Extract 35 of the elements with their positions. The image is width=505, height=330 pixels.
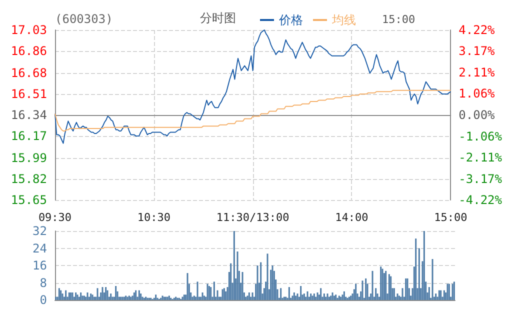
y-tick-label: 15.99	[10, 151, 47, 166]
y-tick-label: 0	[40, 293, 47, 307]
y2-tick-label: 0.00%	[458, 108, 496, 122]
chart-subtitle: 分时图	[200, 11, 236, 25]
y-tick-label: 16.34	[10, 108, 47, 122]
y-tick-label: 8	[40, 276, 47, 290]
line-series	[54, 30, 452, 144]
y-tick-label: 16.17	[10, 128, 47, 143]
y2-tick-label: 3.17%	[458, 44, 496, 58]
legend-label: 均线	[331, 13, 356, 27]
y-tick-label: 16.86	[10, 44, 47, 58]
legend-label: 价格	[278, 13, 303, 27]
y2-tick-label: 1.06%	[458, 86, 496, 101]
chart-title: (600303)	[55, 12, 113, 26]
y-tick-label: 16	[32, 258, 47, 272]
x-tick-label: 11:30/13:00	[216, 211, 290, 224]
y-tick-label: 16.68	[10, 66, 47, 80]
y2-tick-label: -4.22%	[458, 193, 503, 207]
y-tick-label: 16.51	[10, 87, 47, 102]
y-tick-label: 15.82	[10, 172, 47, 186]
x-tick-label: 14:00	[335, 211, 368, 224]
y2-tick-label: -1.06%	[458, 129, 503, 144]
line-series	[54, 90, 452, 132]
y2-tick-label: -2.11%	[458, 150, 503, 164]
x-tick-label: 09:30	[38, 211, 72, 224]
y-tick-label: 32	[32, 224, 47, 238]
y2-tick-label: 4.22%	[458, 23, 496, 37]
y-tick-label: 24	[32, 241, 47, 256]
x-tick-label: 10:30	[137, 211, 170, 224]
x-tick-label: 15:00	[434, 211, 468, 224]
y-tick-label: 15.65	[10, 193, 47, 207]
text: 15:00	[382, 13, 416, 26]
y2-tick-label: 2.11%	[458, 66, 496, 80]
y2-tick-label: -3.17%	[458, 172, 503, 186]
y-tick-label: 17.03	[10, 23, 47, 37]
